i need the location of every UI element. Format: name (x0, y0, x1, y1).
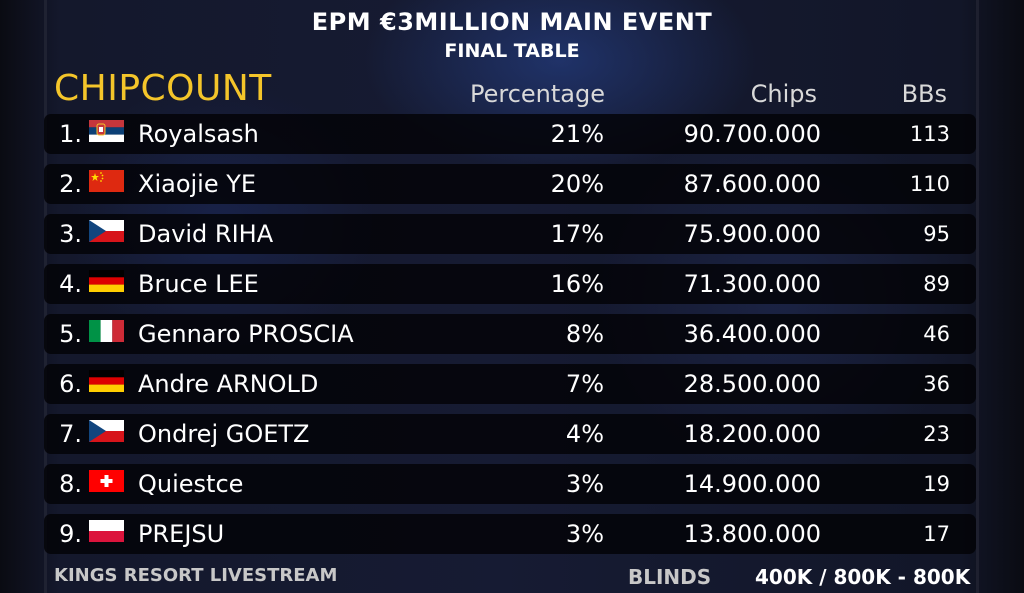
rank: 5. (59, 320, 82, 348)
player-name: PREJSU (138, 520, 225, 548)
blinds-value: 400K / 800K - 800K (755, 565, 971, 589)
player-percentage: 8% (565, 320, 604, 348)
table-row: 5. Gennaro PROSCIA 8% 36.400.000 46 (44, 314, 976, 354)
player-chips: 71.300.000 (683, 270, 821, 298)
table-row: 9. PREJSU 3% 13.800.000 17 (44, 514, 976, 554)
player-name: Andre ARNOLD (138, 370, 319, 398)
player-chips: 90.700.000 (683, 120, 821, 148)
table-row: 2. Xiaojie YE 20% 87.600.000 110 (44, 164, 976, 204)
player-chips: 75.900.000 (683, 220, 821, 248)
player-bbs: 113 (909, 122, 950, 146)
player-bbs: 95 (923, 222, 950, 246)
player-name: Bruce LEE (138, 270, 259, 298)
rank: 8. (59, 470, 82, 498)
player-chips: 36.400.000 (683, 320, 821, 348)
stream-label: KINGS RESORT LIVESTREAM (54, 565, 338, 586)
event-title: EPM €3MILLION MAIN EVENT (311, 8, 713, 36)
column-header-percentage: Percentage (470, 80, 606, 108)
player-name: Ondrej GOETZ (138, 420, 310, 448)
column-header-chips: Chips (750, 80, 817, 108)
rank: 9. (59, 520, 82, 548)
player-bbs: 46 (923, 322, 950, 346)
player-percentage: 3% (565, 470, 604, 498)
china-flag-icon (89, 170, 124, 192)
blinds-label: BLINDS (628, 565, 712, 589)
player-percentage: 20% (550, 170, 604, 198)
section-title: CHIPCOUNT (54, 68, 272, 109)
player-chips: 14.900.000 (683, 470, 821, 498)
table-row: 7. Ondrej GOETZ 4% 18.200.000 23 (44, 414, 976, 454)
player-name: Quiestce (138, 470, 244, 498)
player-bbs: 23 (923, 422, 950, 446)
germany-flag-icon (89, 370, 124, 392)
rank: 2. (59, 170, 82, 198)
czech-flag-icon (89, 220, 124, 242)
player-percentage: 21% (550, 120, 604, 148)
player-name: Royalsash (138, 120, 259, 148)
column-header-bbs: BBs (901, 80, 947, 108)
rank: 4. (59, 270, 82, 298)
player-chips: 28.500.000 (683, 370, 821, 398)
event-subtitle: FINAL TABLE (444, 40, 580, 62)
player-bbs: 19 (923, 472, 950, 496)
table-row: 6. Andre ARNOLD 7% 28.500.000 36 (44, 364, 976, 404)
serbia-flag-icon (89, 120, 124, 142)
switzerland-flag-icon (89, 470, 124, 492)
player-bbs: 89 (923, 272, 950, 296)
player-bbs: 110 (909, 172, 950, 196)
player-percentage: 16% (550, 270, 604, 298)
player-percentage: 7% (565, 370, 604, 398)
player-percentage: 4% (565, 420, 604, 448)
player-name: David RIHA (138, 220, 274, 248)
table-row: 4. Bruce LEE 16% 71.300.000 89 (44, 264, 976, 304)
player-percentage: 3% (565, 520, 604, 548)
table-row: 1. Royalsash 21% 90.700.000 113 (44, 114, 976, 154)
player-chips: 18.200.000 (683, 420, 821, 448)
player-bbs: 17 (923, 522, 950, 546)
player-name: Gennaro PROSCIA (138, 320, 354, 348)
rank: 3. (59, 220, 82, 248)
poland-flag-icon (89, 520, 124, 542)
background-divider (976, 0, 979, 593)
player-bbs: 36 (923, 372, 950, 396)
italy-flag-icon (89, 320, 124, 342)
player-percentage: 17% (550, 220, 604, 248)
player-chips: 13.800.000 (683, 520, 821, 548)
germany-flag-icon (89, 270, 124, 292)
player-chips: 87.600.000 (683, 170, 821, 198)
rank: 1. (59, 120, 82, 148)
table-row: 8. Quiestce 3% 14.900.000 19 (44, 464, 976, 504)
table-row: 3. David RIHA 17% 75.900.000 95 (44, 214, 976, 254)
rank: 7. (59, 420, 82, 448)
czech-flag-icon (89, 420, 124, 442)
player-name: Xiaojie YE (138, 170, 257, 198)
rank: 6. (59, 370, 82, 398)
